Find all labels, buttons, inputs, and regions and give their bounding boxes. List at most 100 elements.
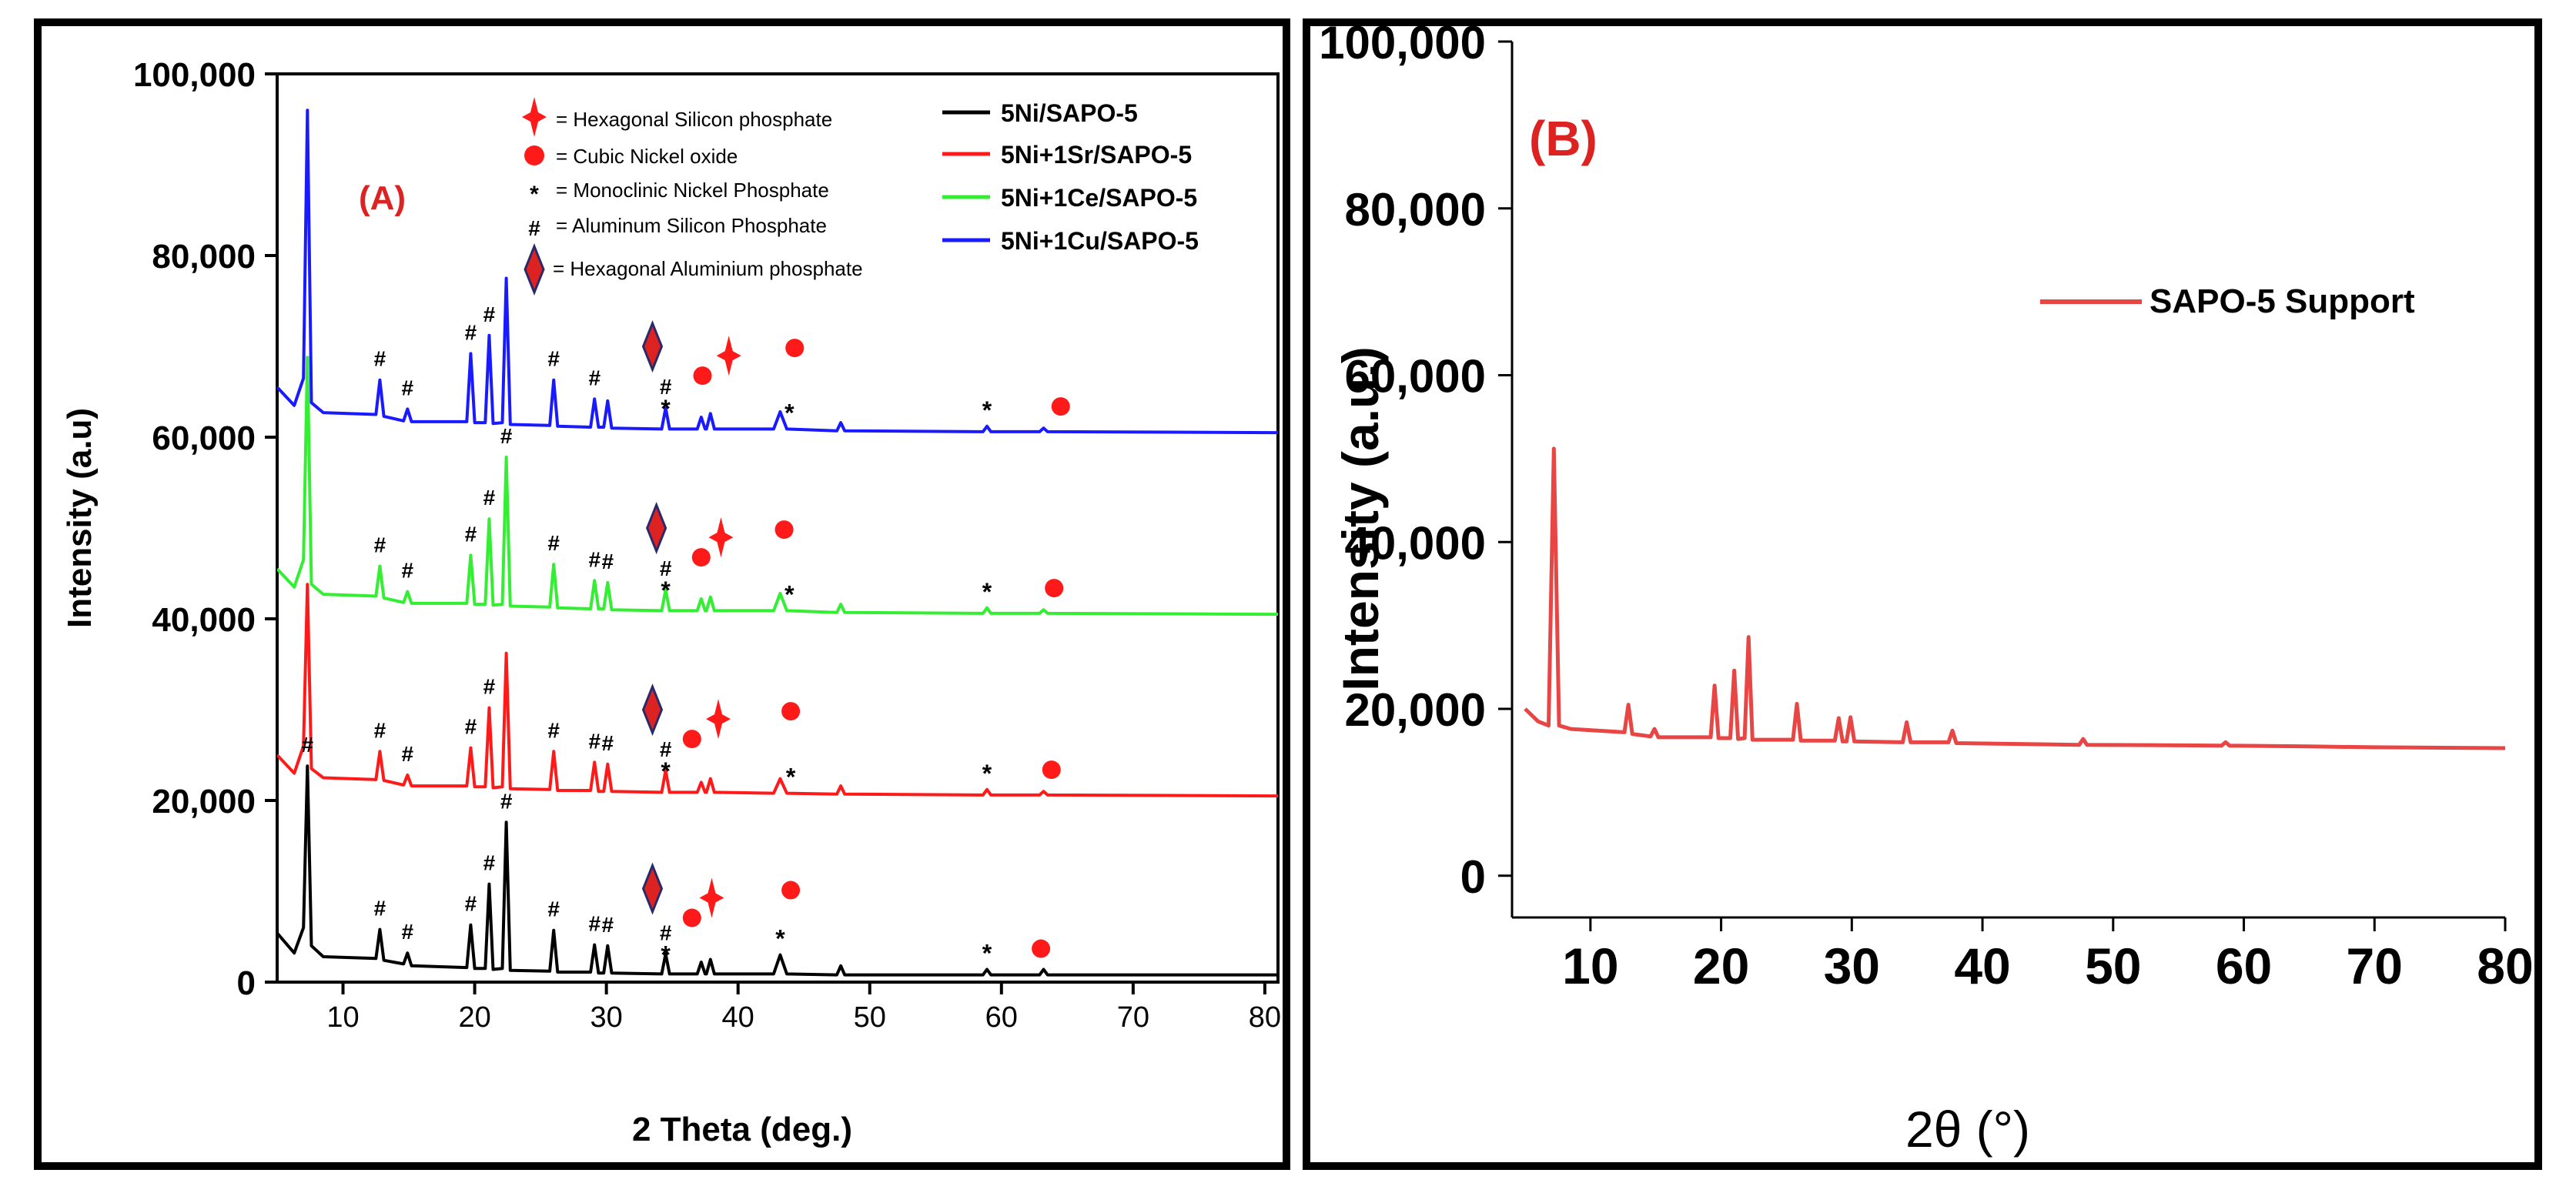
y-tick-label-a: 100,000 bbox=[133, 56, 256, 94]
nickel-oxide-marker bbox=[1051, 397, 1070, 416]
hex-silicon-phosphate-marker bbox=[708, 517, 734, 558]
hex-silicon-phosphate-marker bbox=[706, 699, 731, 740]
y-tick-label-b: 20,000 bbox=[1344, 684, 1486, 736]
hash-marker: # bbox=[465, 320, 477, 344]
star-marker: * bbox=[982, 939, 992, 967]
hash-marker: # bbox=[547, 347, 560, 371]
panel-b-label: (B) bbox=[1529, 111, 1597, 166]
x-tick-label-a: 50 bbox=[854, 1001, 886, 1034]
hash-marker: # bbox=[483, 675, 496, 699]
x-tick-label-b: 70 bbox=[2347, 937, 2403, 994]
hash-marker: # bbox=[465, 522, 477, 546]
hash-marker: # bbox=[602, 550, 614, 573]
hash-marker: # bbox=[402, 742, 414, 766]
hash-marker: # bbox=[483, 486, 496, 510]
x-tick-label-a: 80 bbox=[1249, 1001, 1281, 1034]
chart-a-frame bbox=[276, 72, 1280, 984]
chart-b-y-axis-label: Intensity (a.u.) bbox=[1332, 346, 1389, 690]
hash-marker: # bbox=[500, 789, 513, 813]
y-tick-label-a: 60,000 bbox=[152, 419, 256, 457]
legend-hash-symbol: # bbox=[528, 216, 540, 240]
hex-silicon-phosphate-marker bbox=[716, 336, 741, 376]
hash-marker: # bbox=[500, 424, 513, 448]
hash-marker: # bbox=[660, 921, 672, 944]
legend-hex-silicon-phosphate: = Hexagonal Silicon phosphate bbox=[556, 108, 832, 131]
series-line-1 bbox=[277, 583, 1278, 798]
chart-a-axes: 10 20 30 40 50 60 70 80 0 20,000 40,000 60,000 80,00… bbox=[133, 56, 1281, 1034]
marker-legend: = Hexagonal Silicon phosphate = Cubic Ni… bbox=[522, 97, 863, 296]
nickel-oxide-marker bbox=[693, 366, 712, 386]
series-line-2 bbox=[277, 356, 1278, 617]
hash-marker: # bbox=[465, 892, 477, 916]
legend-aluminum-silicon-phosphate: = Aluminum Silicon Phosphate bbox=[556, 214, 827, 237]
star-marker: * bbox=[982, 760, 992, 787]
nickel-oxide-marker bbox=[1045, 579, 1064, 598]
hash-marker: # bbox=[402, 559, 414, 583]
x-tick-label-b: 20 bbox=[1693, 937, 1749, 994]
star-marker: * bbox=[786, 764, 796, 791]
legend-cubic-nickel-oxide: = Cubic Nickel oxide bbox=[556, 145, 738, 168]
hex-silicon-phosphate-icon bbox=[522, 97, 547, 137]
hash-marker: # bbox=[402, 376, 414, 399]
legend-series-1: 5Ni+1Sr/SAPO-5 bbox=[1001, 141, 1192, 169]
hash-marker: # bbox=[302, 733, 314, 757]
sapo5-series-line bbox=[1524, 446, 2506, 750]
hex-aluminium-phosphate-marker bbox=[641, 320, 664, 373]
legend-star-symbol: * bbox=[530, 182, 539, 207]
x-tick-label-b: 80 bbox=[2477, 937, 2533, 994]
x-tick-label-a: 30 bbox=[590, 1001, 622, 1034]
legend-sapo5-support: SAPO-5 Support bbox=[2149, 282, 2415, 320]
series-line-0 bbox=[277, 764, 1278, 977]
hash-marker: # bbox=[547, 897, 560, 921]
y-tick-label-a: 0 bbox=[237, 964, 256, 1002]
chart-b-axes: 10 20 30 40 50 60 70 80 0 20,000 40,000 60,000 80,00… bbox=[1319, 26, 2534, 994]
hash-marker: # bbox=[588, 366, 601, 389]
hash-marker: # bbox=[588, 912, 601, 936]
panel-b: 10 20 30 40 50 60 70 80 0 20,000 40,000 60,000 80,00… bbox=[1303, 18, 2542, 1170]
nickel-oxide-marker bbox=[774, 520, 794, 540]
chart-a-series bbox=[277, 109, 1278, 977]
x-tick-label-b: 40 bbox=[1954, 937, 2010, 994]
chart-a-x-axis-label: 2 Theta (deg.) bbox=[632, 1111, 852, 1148]
series-line-3 bbox=[277, 109, 1278, 435]
y-tick-label-b: 100,000 bbox=[1319, 26, 1486, 69]
hash-marker: # bbox=[483, 851, 496, 875]
legend-series-3: 5Ni+1Cu/SAPO-5 bbox=[1001, 227, 1199, 255]
legend-series-2: 5Ni+1Ce/SAPO-5 bbox=[1001, 184, 1197, 212]
x-tick-label-a: 40 bbox=[722, 1001, 754, 1034]
nickel-oxide-marker bbox=[785, 339, 805, 358]
x-tick-label-a: 70 bbox=[1117, 1001, 1149, 1034]
hash-marker: # bbox=[602, 731, 614, 755]
legend-hex-aluminium-phosphate: = Hexagonal Aluminium phosphate bbox=[553, 257, 863, 280]
hash-marker: # bbox=[588, 729, 601, 753]
y-tick-label-b: 80,000 bbox=[1344, 184, 1486, 236]
hex-aluminium-phosphate-icon bbox=[524, 242, 545, 296]
hash-marker: # bbox=[547, 531, 560, 555]
hex-aluminium-phosphate-marker bbox=[641, 683, 664, 737]
y-tick-label-b: 0 bbox=[1460, 851, 1486, 903]
hex-aluminium-phosphate-marker bbox=[646, 502, 667, 555]
x-tick-label-b: 10 bbox=[1562, 937, 1618, 994]
chart-a-y-axis-label: Intensity (a.u) bbox=[61, 408, 99, 628]
hash-marker: # bbox=[374, 347, 386, 371]
chart-a-peak-markers: ######## # #***##### # # #* * *####### # #* * *####… bbox=[302, 302, 1070, 968]
star-marker: * bbox=[661, 395, 671, 423]
nickel-oxide-marker bbox=[1032, 939, 1051, 958]
hash-marker: # bbox=[402, 920, 414, 944]
hex-aluminium-phosphate-marker bbox=[641, 862, 664, 915]
nickel-oxide-marker bbox=[781, 702, 801, 721]
star-marker: * bbox=[661, 757, 671, 785]
x-tick-label-a: 60 bbox=[985, 1001, 1018, 1034]
nickel-oxide-marker bbox=[781, 881, 801, 900]
series-legend: 5Ni/SAPO-5 5Ni+1Sr/SAPO-5 5Ni+1Ce/SAPO-5… bbox=[942, 99, 1199, 255]
cubic-nickel-oxide-icon bbox=[524, 145, 544, 165]
hex-silicon-phosphate-marker bbox=[699, 877, 724, 918]
legend-series-0: 5Ni/SAPO-5 bbox=[1001, 99, 1138, 127]
hash-marker: # bbox=[483, 302, 496, 326]
hash-marker: # bbox=[660, 556, 672, 580]
nickel-oxide-marker bbox=[682, 730, 701, 749]
hash-marker: # bbox=[374, 718, 386, 742]
star-marker: * bbox=[661, 576, 671, 604]
panel-a-label: (A) bbox=[359, 179, 406, 217]
star-marker: * bbox=[785, 580, 795, 608]
